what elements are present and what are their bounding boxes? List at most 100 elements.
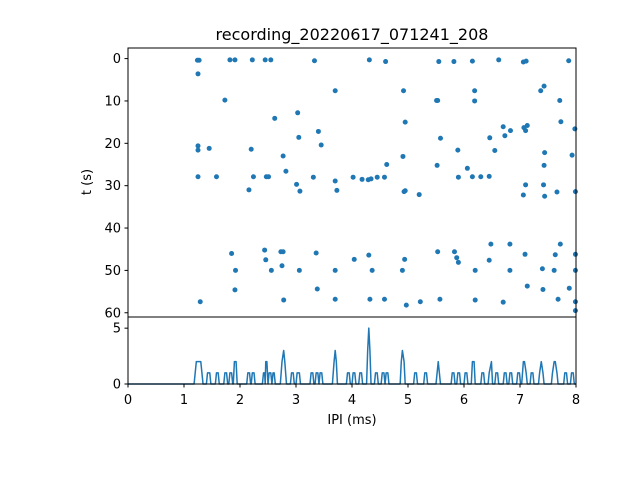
raster-point: [283, 168, 289, 174]
raster-point: [311, 58, 317, 64]
raster-point: [296, 134, 302, 140]
histogram-x-ticks: 0 1 2 3 4 5 6 7 8: [124, 384, 580, 408]
raster-point: [500, 124, 506, 130]
raster-y-axis-label: t (s): [80, 169, 95, 195]
raster-point: [246, 187, 252, 193]
histogram-line: [128, 327, 576, 385]
raster-point: [359, 176, 365, 182]
raster-point: [557, 241, 563, 247]
raster-point: [464, 165, 470, 171]
raster-point: [268, 57, 274, 63]
raster-point: [227, 57, 233, 63]
raster-panel: 0 10 20 30 40 50 60 t (s): [80, 47, 578, 321]
raster-point: [384, 162, 390, 167]
raster-point: [572, 251, 578, 257]
raster-point: [279, 263, 285, 269]
raster-point: [294, 181, 300, 187]
raster-point: [272, 115, 278, 121]
histogram-x-tick-label: 2: [236, 393, 244, 408]
raster-point: [502, 133, 508, 139]
raster-point: [520, 192, 526, 198]
raster-point: [472, 267, 478, 273]
raster-point: [487, 135, 493, 141]
raster-point: [416, 192, 422, 198]
raster-point: [523, 182, 529, 188]
raster-point: [435, 249, 441, 255]
raster-point: [313, 250, 319, 256]
histogram-x-tick-label: 4: [348, 393, 356, 408]
raster-point: [232, 287, 238, 293]
raster-point: [350, 174, 356, 180]
raster-point: [213, 174, 219, 180]
raster-y-tick-label: 50: [104, 264, 121, 279]
raster-point: [400, 153, 406, 159]
raster-point: [541, 83, 547, 89]
raster-point: [262, 247, 268, 253]
raster-point: [248, 146, 254, 152]
raster-point: [524, 123, 530, 129]
raster-point: [500, 299, 506, 305]
raster-point: [332, 178, 338, 184]
raster-y-tick-label: 40: [104, 222, 121, 237]
raster-point: [310, 174, 316, 180]
raster-point: [314, 286, 320, 292]
raster-point: [569, 152, 575, 158]
raster-point: [557, 98, 563, 104]
raster-point: [507, 128, 513, 134]
raster-point: [351, 256, 357, 262]
raster-point: [472, 98, 478, 104]
raster-point: [381, 174, 387, 180]
raster-point: [332, 267, 338, 273]
raster-y-tick-label: 0: [113, 52, 121, 67]
raster-point: [496, 57, 502, 63]
raster-point: [263, 257, 269, 263]
raster-point: [196, 57, 202, 63]
raster-point: [542, 150, 548, 156]
histogram-x-axis-label: IPI (ms): [327, 413, 376, 428]
histogram-y-ticks: 05: [113, 322, 128, 393]
raster-point: [572, 189, 578, 195]
raster-point: [206, 145, 212, 151]
raster-point: [541, 162, 547, 168]
histogram-x-tick-label: 3: [292, 393, 300, 408]
raster-point: [472, 297, 478, 303]
raster-point: [296, 267, 302, 273]
raster-point: [566, 285, 572, 291]
raster-point: [572, 126, 578, 132]
raster-point: [572, 267, 578, 273]
raster-point: [401, 88, 407, 94]
raster-point: [374, 174, 380, 180]
histogram-frame: [127, 316, 577, 385]
raster-point: [280, 153, 286, 159]
raster-point: [542, 193, 548, 199]
raster-point: [367, 296, 373, 302]
raster-point: [381, 296, 387, 302]
raster-point: [486, 257, 492, 263]
histogram-x-tick-label: 5: [404, 393, 412, 408]
raster-point: [402, 256, 408, 262]
raster-point: [558, 119, 564, 125]
raster-point: [334, 187, 340, 193]
raster-point: [507, 267, 513, 273]
raster-point: [332, 88, 338, 94]
raster-point: [195, 71, 201, 77]
raster-point: [566, 58, 572, 64]
raster-point: [399, 267, 405, 273]
raster-point: [455, 174, 461, 180]
raster-point: [469, 174, 475, 180]
histogram-y-tick-label: 5: [113, 322, 121, 337]
raster-point: [552, 252, 558, 258]
raster-point: [455, 147, 461, 153]
raster-point: [401, 189, 407, 195]
raster-point: [436, 59, 442, 65]
raster-point: [229, 250, 235, 256]
raster-point: [522, 251, 528, 257]
raster-y-tick-label: 20: [104, 137, 121, 152]
histogram-y-tick-label: 0: [113, 378, 121, 393]
raster-points: [194, 57, 578, 314]
raster-point: [366, 252, 372, 258]
raster-point: [195, 147, 201, 153]
raster-point: [538, 88, 544, 94]
